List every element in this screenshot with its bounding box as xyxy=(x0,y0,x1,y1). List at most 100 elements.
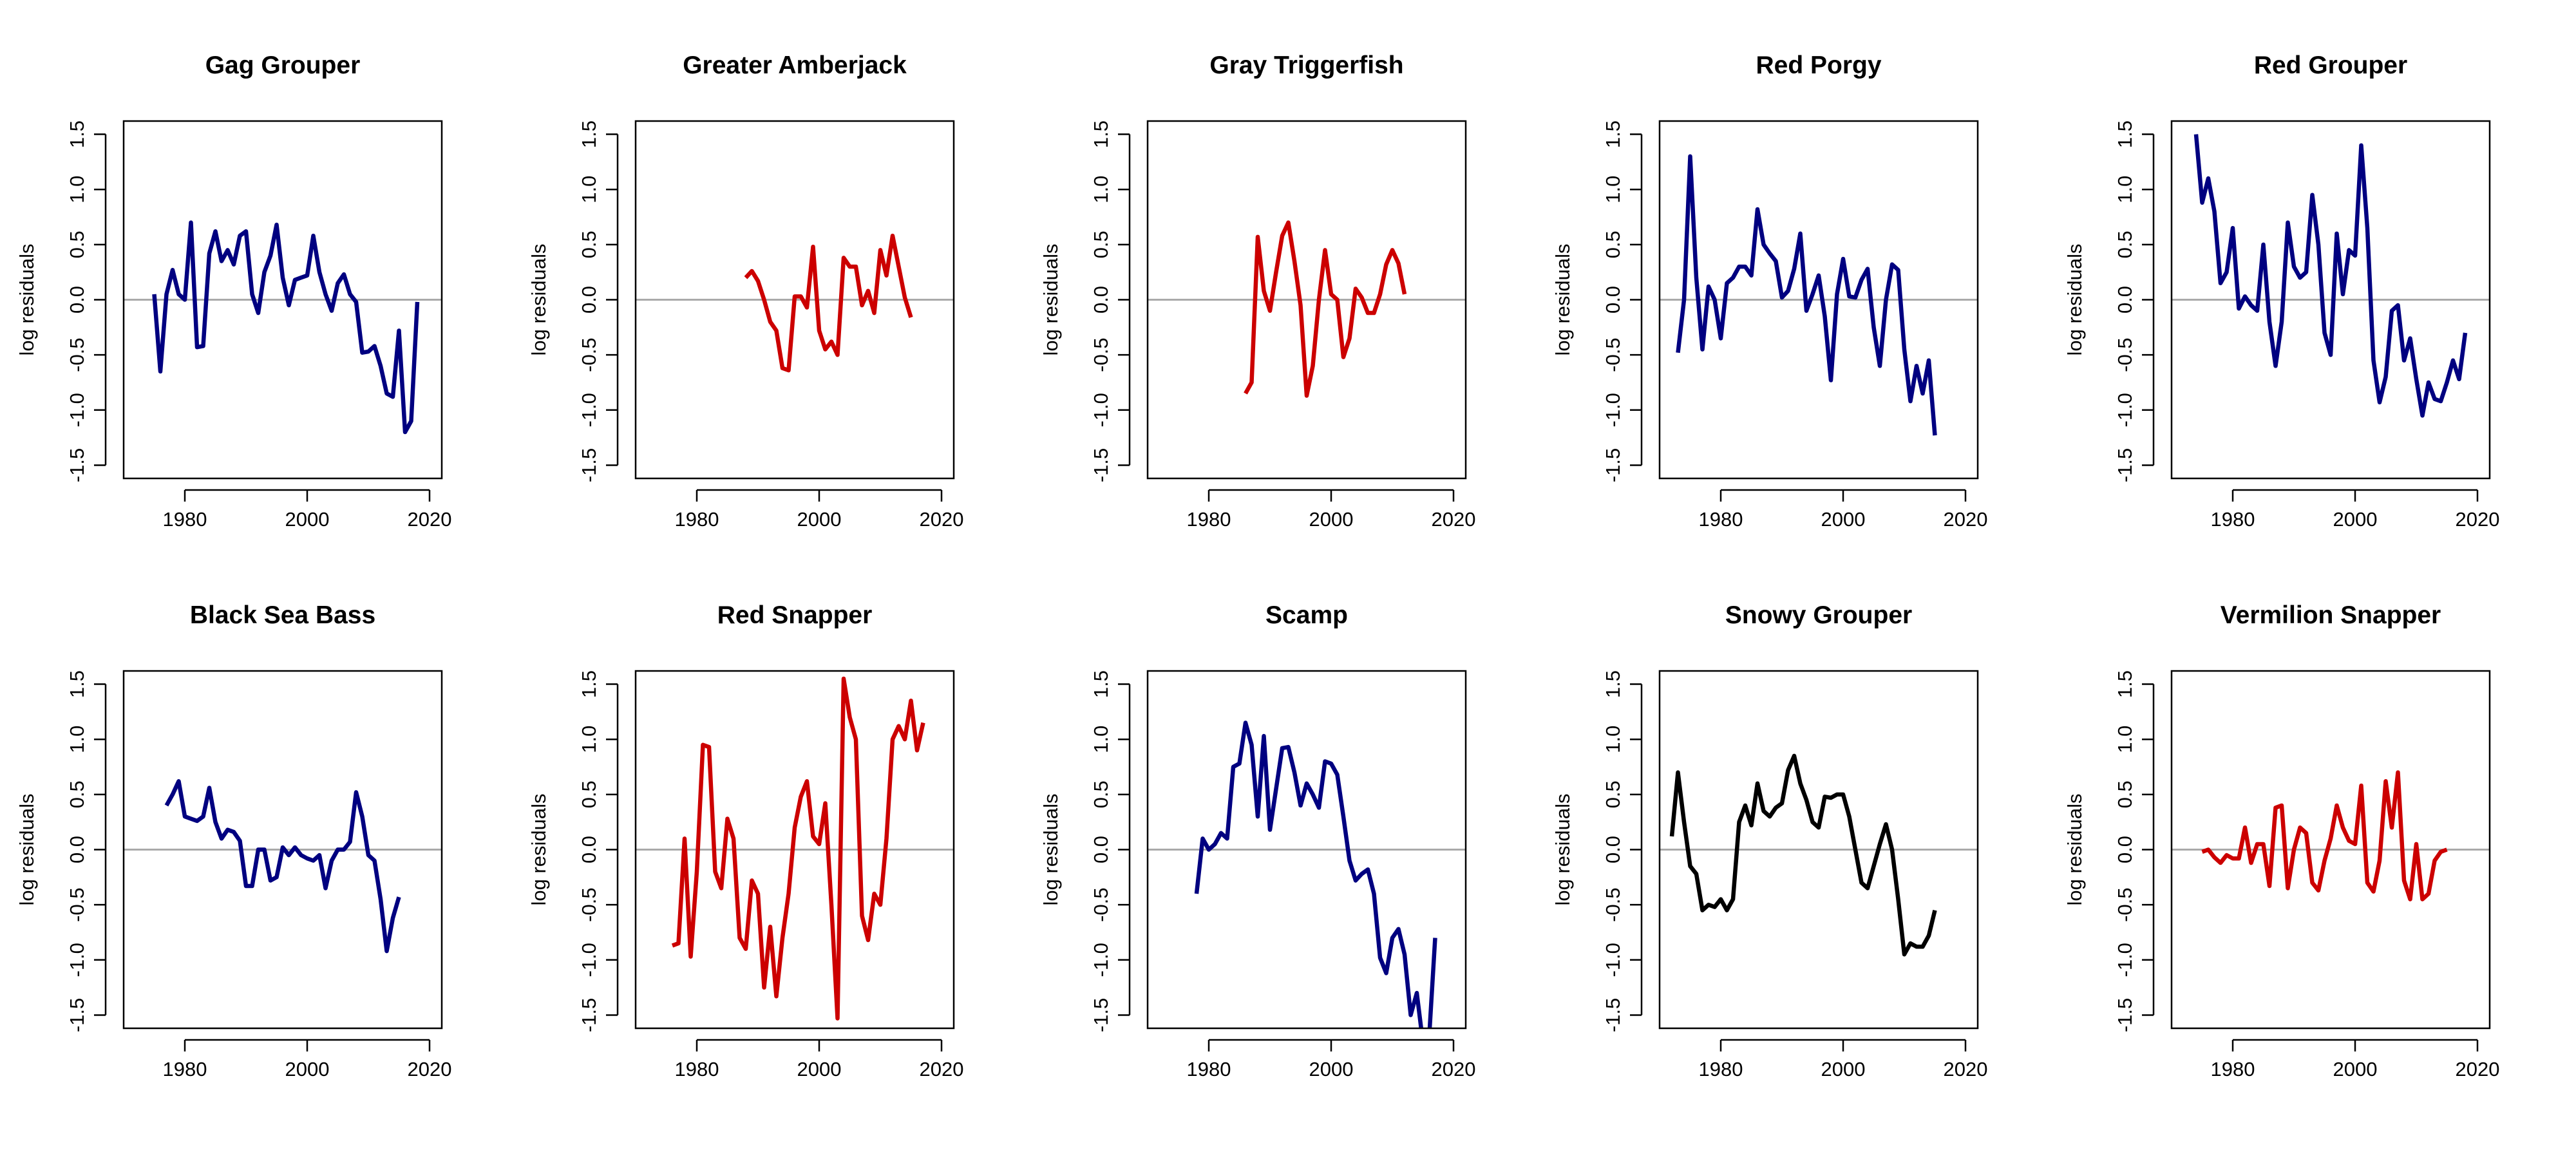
y-tick-label: 0.0 xyxy=(2114,286,2136,314)
panel: Red Snapper log residuals -1.5 -1.0 -0.5 0.0 0… xyxy=(527,601,963,1080)
y-tick-label: -1.0 xyxy=(66,943,88,977)
y-tick-label: -1.0 xyxy=(1090,943,1112,977)
y-tick-label: 1.5 xyxy=(2114,670,2136,698)
x-tick-label: 2000 xyxy=(2333,1058,2378,1080)
y-tick-label: 0.5 xyxy=(1602,231,1624,258)
y-tick-label: 1.5 xyxy=(2114,120,2136,148)
x-tick-label: 1980 xyxy=(2211,508,2255,531)
x-tick-label: 1980 xyxy=(163,1058,207,1080)
y-tick-label: 0.5 xyxy=(2114,231,2136,258)
chart-title: Gray Triggerfish xyxy=(1209,52,1403,79)
plot-frame xyxy=(1146,670,1467,1030)
x-tick-label: 1980 xyxy=(1187,508,1231,531)
y-tick-label: 0.0 xyxy=(1090,836,1112,863)
data-line xyxy=(1676,154,1937,436)
panel: Gray Triggerfish log residuals -1.5 -1.0 -0.… xyxy=(1039,52,1475,531)
y-tick-label: -1.0 xyxy=(66,393,88,427)
y-tick-label: 1.5 xyxy=(1090,120,1112,148)
y-tick-label: 0.5 xyxy=(1090,231,1112,258)
y-axis-label: log residuals xyxy=(1039,793,1062,905)
y-tick-label: 1.0 xyxy=(1602,176,1624,203)
y-tick-label: 1.0 xyxy=(1602,726,1624,753)
x-tick-label: 1980 xyxy=(163,508,207,531)
y-axis-label: log residuals xyxy=(15,243,38,355)
y-axis-label: log residuals xyxy=(1551,793,1574,905)
y-tick-label: -0.5 xyxy=(66,337,88,372)
y-tick-label: 1.5 xyxy=(578,670,600,698)
y-tick-label: -1.0 xyxy=(2114,393,2136,427)
plot-frame xyxy=(2170,120,2491,480)
x-tick-label: 1980 xyxy=(675,508,719,531)
y-tick-label: 1.5 xyxy=(1602,670,1624,698)
x-tick-label: 1980 xyxy=(1699,1058,1743,1080)
y-tick-label: -0.5 xyxy=(66,887,88,921)
y-tick-label: -1.5 xyxy=(1090,448,1112,482)
y-tick-label: -1.5 xyxy=(1090,998,1112,1032)
y-axis-label: log residuals xyxy=(527,243,550,355)
chart-title: Snowy Grouper xyxy=(1725,601,1912,629)
y-tick-label: 0.0 xyxy=(66,836,88,863)
y-tick-label: 0.0 xyxy=(2114,836,2136,863)
plot-frame xyxy=(122,670,443,1030)
y-tick-label: -0.5 xyxy=(1090,337,1112,372)
data-line xyxy=(1669,753,1937,957)
x-tick-label: 1980 xyxy=(1187,1058,1231,1080)
panel: Red Porgy log residuals -1.5 -1.0 -0.5 0.0 0.5… xyxy=(1551,52,1987,531)
panel: Scamp log residuals -1.5 -1.0 -0.5 0.0 0.5 1.0 1… xyxy=(1039,601,1475,1080)
x-tick-label: 1980 xyxy=(2211,1058,2255,1080)
y-tick-label: -1.0 xyxy=(578,393,600,427)
data-line xyxy=(2201,770,2448,901)
y-tick-label: 0.0 xyxy=(1090,286,1112,314)
y-tick-label: 0.5 xyxy=(1090,780,1112,808)
y-tick-label: -1.5 xyxy=(2114,448,2136,482)
y-tick-label: 0.0 xyxy=(66,286,88,314)
y-tick-label: 1.5 xyxy=(1602,120,1624,148)
y-tick-label: 1.5 xyxy=(578,120,600,148)
y-tick-label: 1.0 xyxy=(2114,726,2136,753)
panel: Red Grouper log residuals -1.5 -1.0 -0.5 0.0 0… xyxy=(2063,52,2499,531)
y-tick-label: 0.5 xyxy=(578,780,600,808)
plot-frame xyxy=(634,670,955,1030)
y-tick-label: 1.5 xyxy=(1090,670,1112,698)
x-tick-label: 2020 xyxy=(1432,508,1476,531)
y-tick-label: -1.5 xyxy=(578,998,600,1032)
y-tick-label: -0.5 xyxy=(2114,337,2136,372)
y-tick-label: 0.5 xyxy=(66,780,88,808)
y-tick-label: -0.5 xyxy=(2114,887,2136,921)
x-tick-label: 2000 xyxy=(1309,1058,1354,1080)
y-tick-label: 0.0 xyxy=(578,286,600,314)
data-line xyxy=(1194,721,1437,1028)
y-tick-label: -1.5 xyxy=(1602,448,1624,482)
y-tick-label: 0.5 xyxy=(2114,780,2136,808)
x-tick-label: 2020 xyxy=(2456,508,2500,531)
x-tick-label: 2000 xyxy=(1821,1058,1866,1080)
chart-title: Red Porgy xyxy=(1756,52,1881,79)
y-tick-label: -0.5 xyxy=(578,887,600,921)
y-axis-label: log residuals xyxy=(1551,243,1574,355)
panel: Black Sea Bass log residuals -1.5 -1.0 -0.5 0… xyxy=(15,601,451,1080)
chart-title: Black Sea Bass xyxy=(190,601,375,629)
plot-frame xyxy=(1658,120,1979,480)
data-line xyxy=(164,779,401,954)
y-tick-label: 1.5 xyxy=(66,120,88,148)
y-tick-label: -1.5 xyxy=(1602,998,1624,1032)
plot-frame xyxy=(1658,670,1979,1030)
y-tick-label: 0.0 xyxy=(1602,286,1624,314)
data-line xyxy=(744,233,913,373)
y-tick-label: -1.5 xyxy=(2114,998,2136,1032)
y-tick-label: 0.5 xyxy=(66,231,88,258)
y-axis-label: log residuals xyxy=(1039,243,1062,355)
y-tick-label: -0.5 xyxy=(1090,887,1112,921)
data-line xyxy=(1244,220,1407,398)
chart-title: Red Snapper xyxy=(717,601,873,629)
y-axis-label: log residuals xyxy=(2063,243,2086,355)
x-tick-label: 1980 xyxy=(1699,508,1743,531)
x-tick-label: 2020 xyxy=(920,508,964,531)
y-tick-label: 1.0 xyxy=(578,176,600,203)
x-tick-label: 2020 xyxy=(408,1058,452,1080)
x-tick-label: 2000 xyxy=(1821,508,1866,531)
y-tick-label: 1.0 xyxy=(66,176,88,203)
y-tick-label: 1.0 xyxy=(2114,176,2136,203)
